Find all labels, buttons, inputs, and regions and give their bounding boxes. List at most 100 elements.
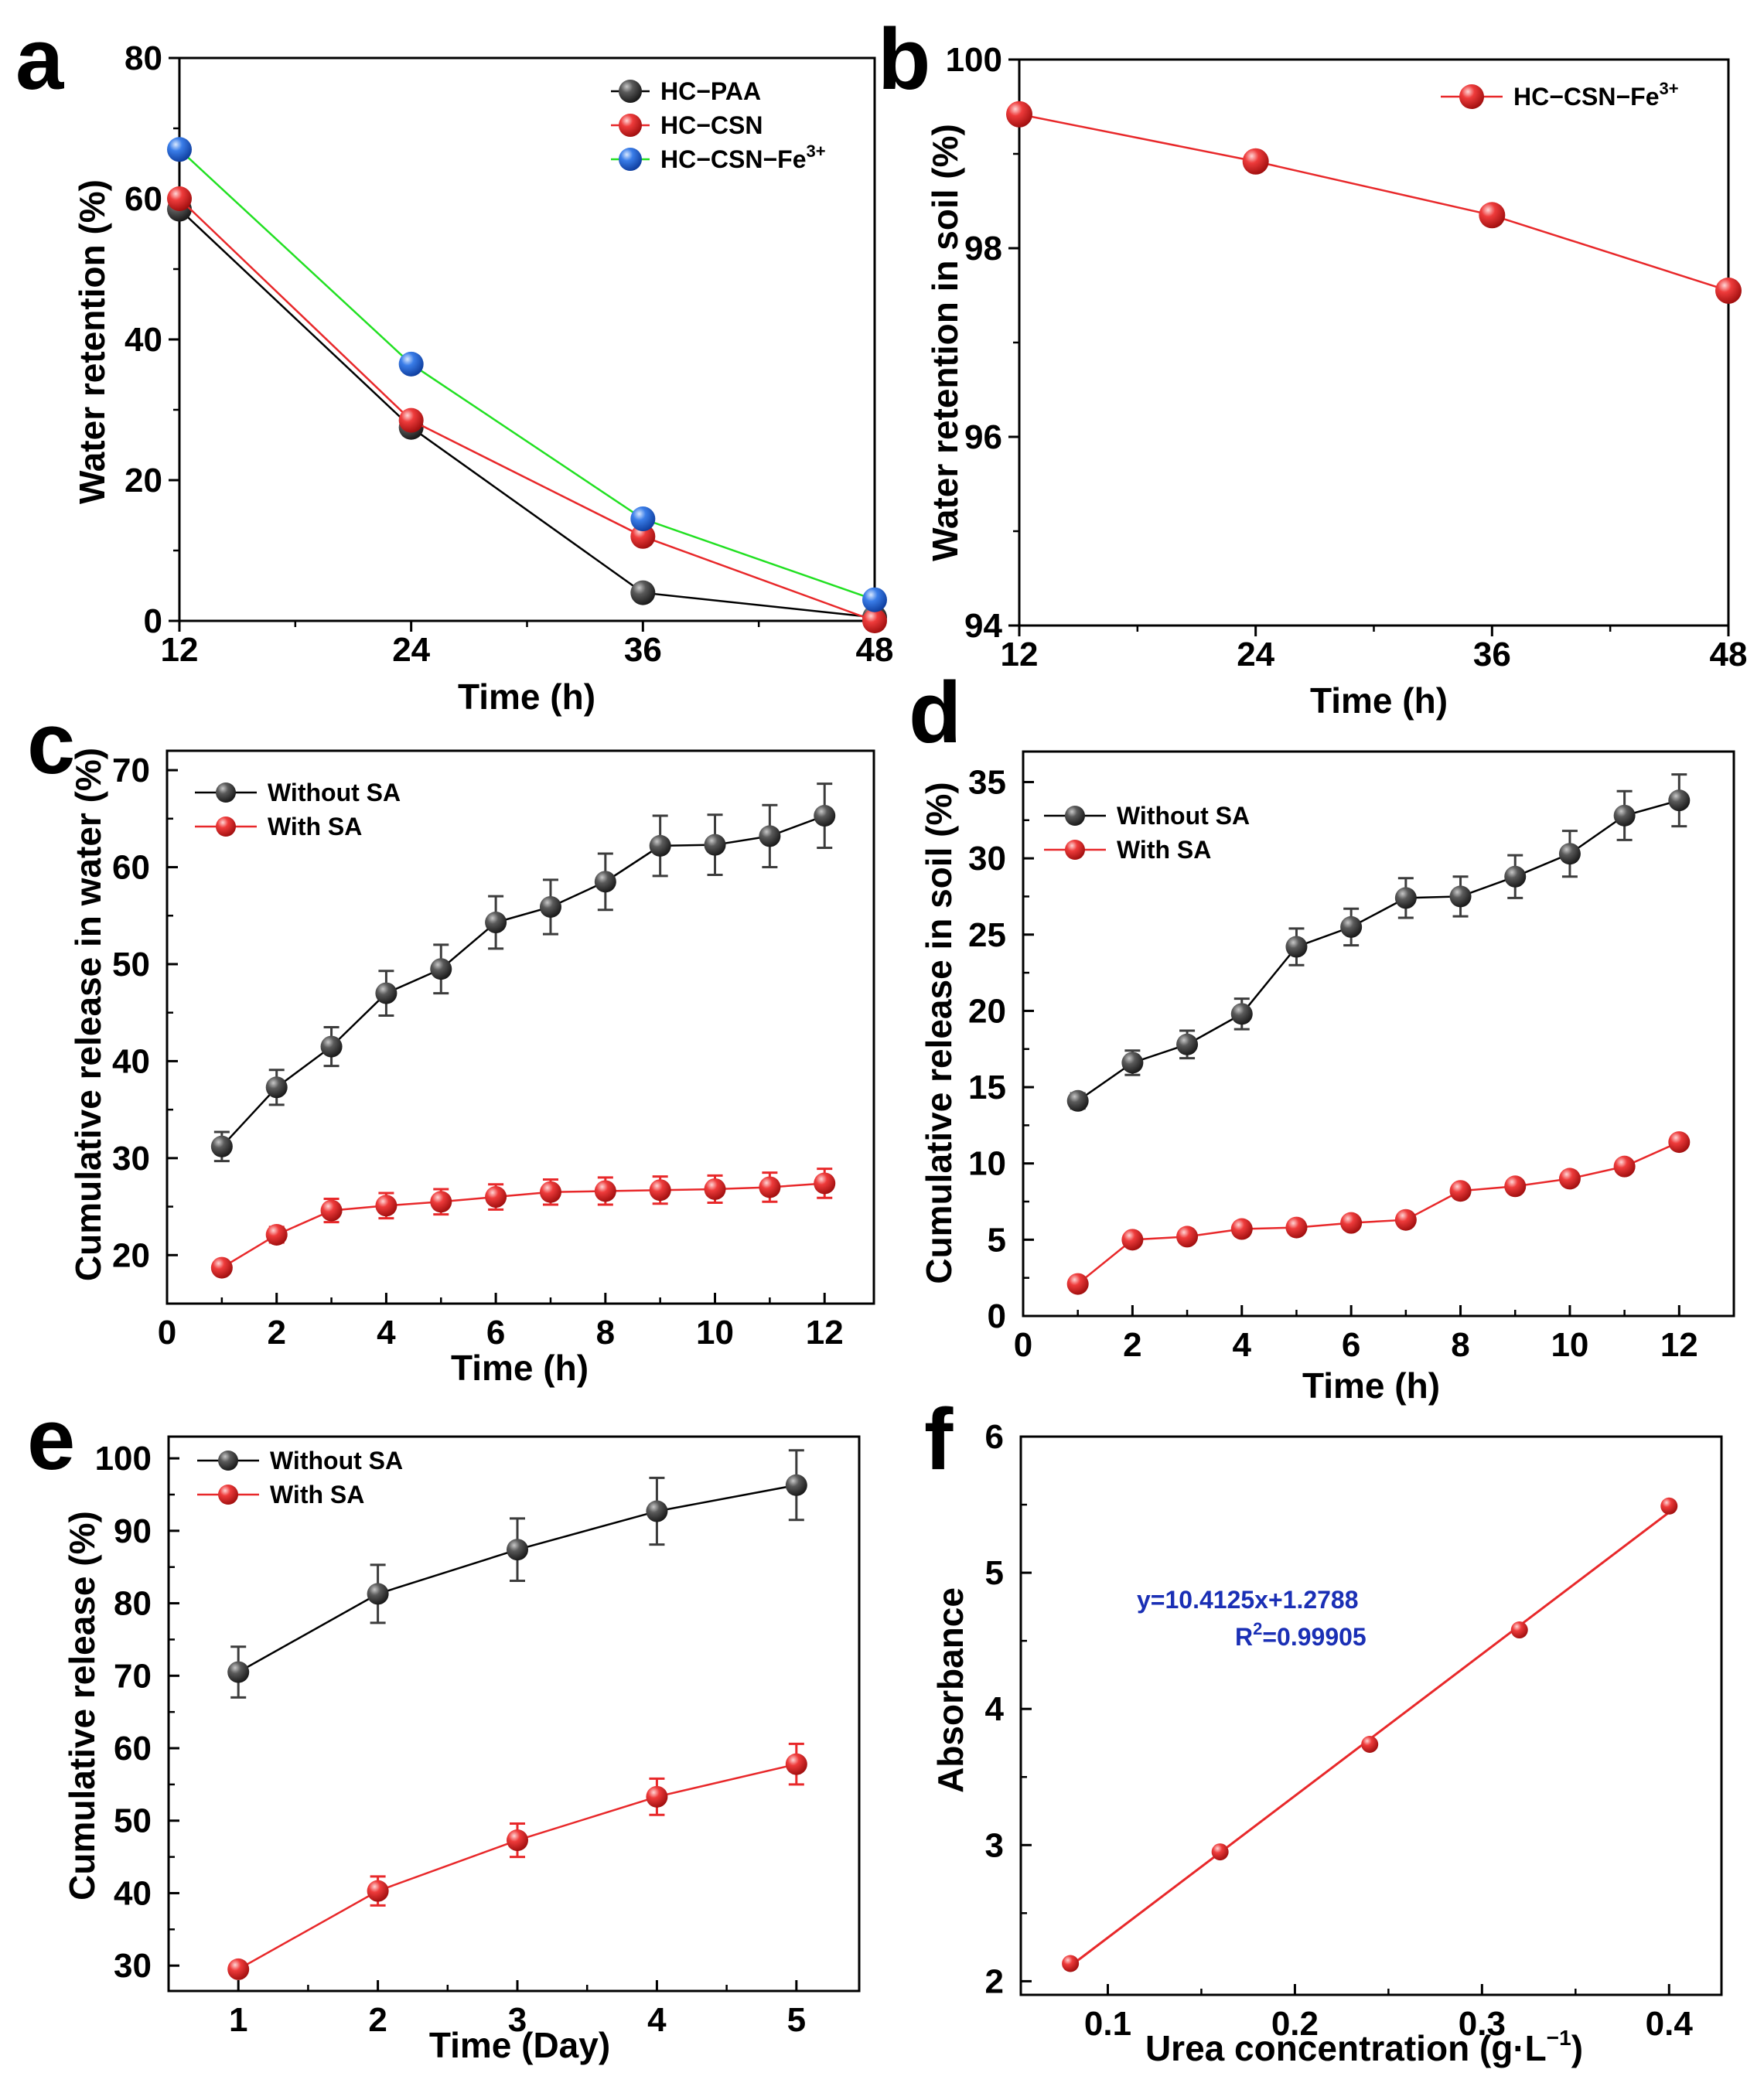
x-tick-label: 24 xyxy=(392,631,430,669)
data-point xyxy=(398,407,424,433)
data-point xyxy=(646,1500,668,1522)
data-point xyxy=(649,1179,671,1202)
data-point xyxy=(630,506,656,532)
y-tick-label: 20 xyxy=(968,992,1006,1030)
x-axis-title: Time (h) xyxy=(1302,1365,1440,1406)
data-point xyxy=(1062,1955,1080,1972)
x-tick-label: 8 xyxy=(1451,1326,1469,1364)
y-tick-label: 60 xyxy=(125,180,162,218)
y-tick-label: 100 xyxy=(95,1440,152,1478)
data-point xyxy=(1394,887,1417,909)
legend-marker xyxy=(619,148,642,171)
panel-c: c Cumulative release in water (%) Time (… xyxy=(27,695,875,1388)
legend-label: HC−PAA xyxy=(660,77,761,105)
y-tick-label: 20 xyxy=(112,1236,150,1274)
legend-label: Without SA xyxy=(270,1447,403,1474)
y-tick-label: 40 xyxy=(114,1874,152,1912)
x-axis-title: Time (h) xyxy=(458,677,595,717)
legend-label-main: HC−PAA xyxy=(660,77,761,105)
legend-marker xyxy=(218,1451,238,1471)
y-tick-label: 70 xyxy=(112,752,150,789)
y-tick-label: 25 xyxy=(968,916,1006,954)
series-line xyxy=(237,1763,797,1970)
data-point xyxy=(785,1753,807,1775)
data-point xyxy=(1006,101,1032,128)
data-point xyxy=(704,1178,726,1200)
data-point xyxy=(1660,1497,1678,1515)
legend-label: HC−CSN xyxy=(660,111,763,139)
x-tick-label: 36 xyxy=(1473,636,1511,673)
panel-d: d Cumulative release in soil (%) Time (h… xyxy=(909,664,1735,1406)
x-tick-label: 4 xyxy=(1233,1326,1252,1364)
data-point xyxy=(1285,1216,1308,1239)
data-point xyxy=(430,1191,452,1213)
x-tick-label: 12 xyxy=(806,1314,844,1352)
x-tick-label: 24 xyxy=(1237,636,1274,673)
data-point xyxy=(320,1035,343,1058)
fit-equation: y=10.4125x+1.2788 xyxy=(1137,1586,1359,1614)
series-with-sa xyxy=(1066,1131,1691,1295)
r2-sup: 2 xyxy=(1253,1619,1262,1638)
data-point xyxy=(167,137,192,162)
data-point xyxy=(1449,885,1472,908)
x-axis-title-tail: ) xyxy=(1571,2028,1583,2068)
y-axis-title: Absorbance xyxy=(930,1587,971,1793)
data-point xyxy=(814,805,836,827)
series-hc-csn-fe xyxy=(167,137,887,612)
x-tick-label: 0 xyxy=(158,1314,176,1352)
y-tick-label: 2 xyxy=(985,1962,1004,2000)
legend-marker xyxy=(619,114,642,137)
legend-label-main: Without SA xyxy=(268,779,401,806)
x-tick-label: 2 xyxy=(267,1314,285,1352)
x-axis-title-main: Urea concentration (g·L xyxy=(1145,2028,1547,2068)
y-tick-label: 30 xyxy=(968,840,1006,878)
data-point xyxy=(1230,1218,1253,1240)
series-with-sa xyxy=(227,1742,807,1980)
data-point xyxy=(1479,202,1506,229)
legend-label-main: HC−CSN−Fe xyxy=(1513,83,1660,111)
y-tick-label: 35 xyxy=(968,763,1006,801)
y-tick-label: 4 xyxy=(985,1690,1005,1728)
y-tick-label: 50 xyxy=(112,946,150,984)
plot-frame xyxy=(1019,1435,1723,1996)
plot-frame xyxy=(165,749,875,1305)
data-point xyxy=(210,1135,233,1157)
x-tick-label: 12 xyxy=(161,631,199,669)
data-point xyxy=(485,912,507,934)
data-point xyxy=(1668,789,1691,812)
data-point xyxy=(167,186,192,211)
x-tick-label: 8 xyxy=(596,1314,615,1352)
x-tick-label: 2 xyxy=(1123,1326,1141,1364)
data-point xyxy=(785,1474,807,1496)
y-tick-label: 0 xyxy=(988,1297,1006,1335)
data-point xyxy=(367,1583,389,1605)
data-point xyxy=(1715,277,1742,304)
data-point xyxy=(594,871,616,893)
panel-f: f Absorbance Urea concentration (g·L−1) … xyxy=(924,1391,1723,2068)
y-tick-label: 60 xyxy=(112,849,150,887)
panel-letter-e: e xyxy=(27,1391,75,1488)
legend-marker xyxy=(1459,84,1484,109)
panel-letter-a: a xyxy=(15,11,64,107)
panel-letter-c: c xyxy=(27,695,75,792)
data-point xyxy=(862,609,887,633)
panel-letter-b: b xyxy=(878,11,930,107)
data-point xyxy=(646,1785,668,1808)
data-point xyxy=(1510,1621,1528,1639)
series-line xyxy=(1018,113,1729,292)
y-tick-label: 94 xyxy=(964,607,1002,645)
x-tick-label: 0.4 xyxy=(1646,2005,1694,2043)
series-line xyxy=(179,198,875,622)
data-point xyxy=(1558,843,1581,865)
data-point xyxy=(227,1661,250,1683)
x-tick-label: 6 xyxy=(1342,1326,1360,1364)
x-tick-label: 6 xyxy=(486,1314,505,1352)
legend-label: HC−CSN−Fe3+ xyxy=(1513,79,1679,111)
x-tick-label: 1 xyxy=(229,2001,247,2039)
legend-marker xyxy=(216,782,236,803)
data-point xyxy=(210,1256,233,1279)
x-tick-label: 3 xyxy=(508,2001,527,2039)
series-line xyxy=(1076,1140,1680,1285)
data-point xyxy=(630,580,656,605)
data-point xyxy=(704,834,726,856)
